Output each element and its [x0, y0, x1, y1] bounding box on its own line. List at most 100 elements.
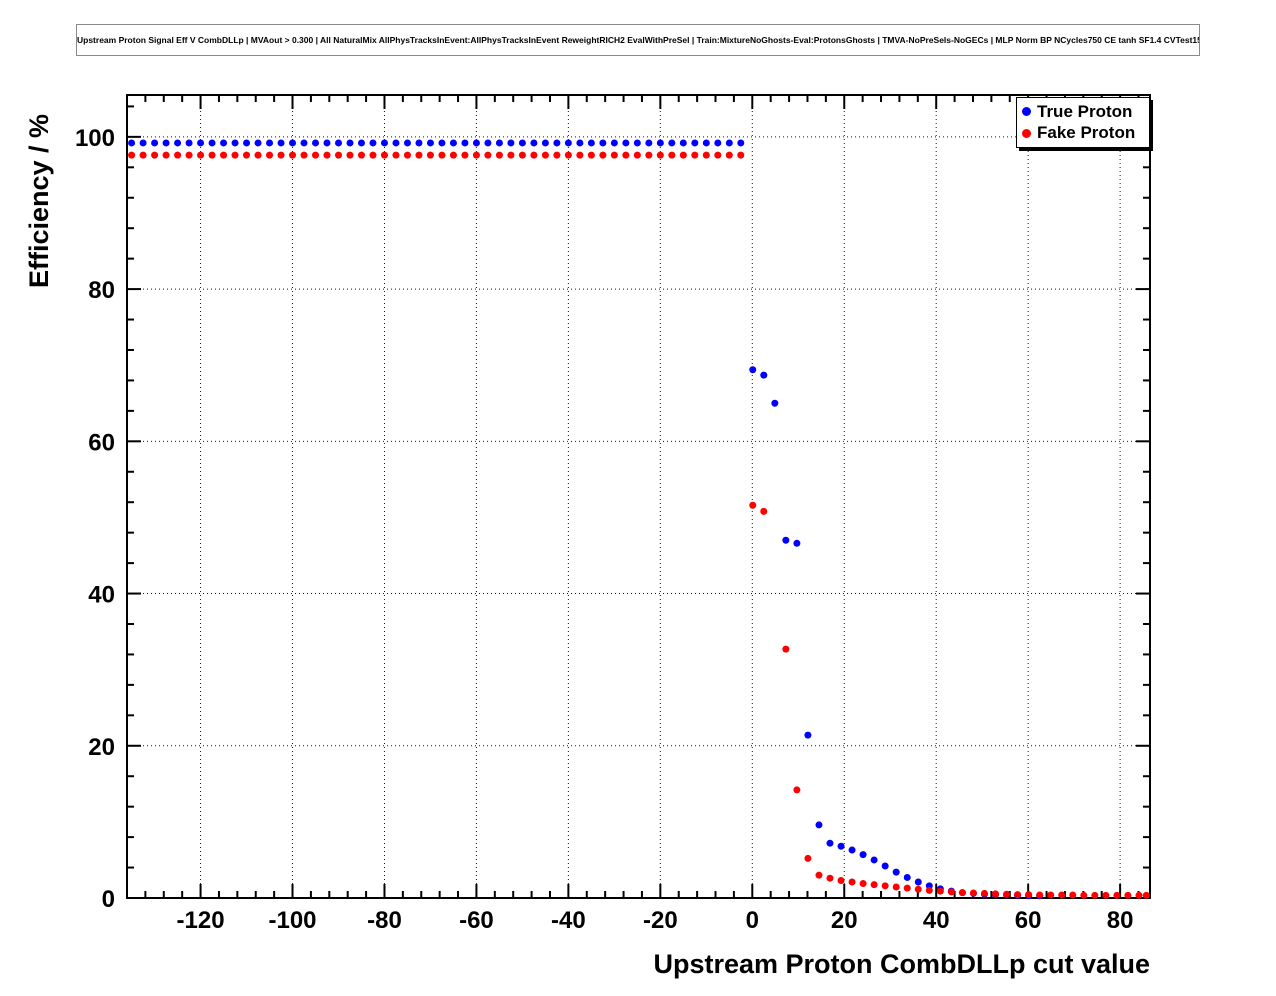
data-point-true-proton: [415, 139, 423, 147]
data-point-fake-proton: [312, 151, 320, 159]
data-point-true-proton: [749, 366, 757, 374]
data-point-fake-proton: [139, 151, 147, 159]
data-point-true-proton: [162, 139, 170, 147]
data-point-true-proton: [357, 139, 365, 147]
grid-lines: [127, 95, 1150, 898]
data-point-fake-proton: [576, 151, 584, 159]
data-point-fake-proton: [564, 151, 572, 159]
data-point-fake-proton: [1091, 891, 1099, 899]
data-point-true-proton: [815, 821, 823, 829]
data-point-fake-proton: [815, 871, 823, 879]
data-point-fake-proton: [530, 151, 538, 159]
data-point-true-proton: [461, 139, 469, 147]
data-point-fake-proton: [231, 151, 239, 159]
data-point-fake-proton: [403, 151, 411, 159]
data-point-true-proton: [679, 139, 687, 147]
data-point-true-proton: [139, 139, 147, 147]
data-point-true-proton: [599, 139, 607, 147]
data-point-true-proton: [174, 139, 182, 147]
data-point-true-proton: [837, 842, 845, 850]
data-point-true-proton: [197, 139, 205, 147]
data-point-fake-proton: [1025, 891, 1033, 899]
y-tick-label: 20: [88, 734, 115, 761]
x-tick-label: 60: [1015, 907, 1042, 934]
data-point-fake-proton: [426, 151, 434, 159]
data-point-true-proton: [914, 878, 922, 886]
data-point-true-proton: [530, 139, 538, 147]
data-point-true-proton: [668, 139, 676, 147]
data-point-true-proton: [541, 139, 549, 147]
data-point-fake-proton: [449, 151, 457, 159]
data-point-fake-proton: [1113, 891, 1121, 899]
axis-ticks: [126, 95, 1150, 899]
data-point-true-proton: [553, 139, 561, 147]
data-point-fake-proton: [859, 880, 867, 888]
data-point-true-proton: [782, 536, 790, 544]
x-tick-label: -120: [177, 907, 225, 934]
legend-label-true-proton: True Proton: [1037, 101, 1133, 121]
data-point-true-proton: [334, 139, 342, 147]
data-point-true-proton: [804, 731, 812, 739]
data-point-true-proton: [892, 868, 900, 876]
data-point-fake-proton: [220, 151, 228, 159]
y-tick-label: 60: [88, 429, 115, 456]
data-point-fake-proton: [1003, 890, 1011, 898]
data-point-fake-proton: [881, 882, 889, 890]
data-point-true-proton: [702, 139, 710, 147]
data-point-fake-proton: [725, 151, 733, 159]
data-point-fake-proton: [243, 151, 251, 159]
data-point-true-proton: [633, 139, 641, 147]
tick-labels: -120 -100 -80 -60 -40 -20 0 20 40 60 80 0 20 40 60 80 10…: [75, 125, 1134, 934]
data-point-fake-proton: [947, 888, 955, 896]
data-point-fake-proton: [980, 889, 988, 897]
data-point-fake-proton: [826, 874, 834, 882]
data-point-true-proton: [323, 139, 331, 147]
data-point-fake-proton: [289, 151, 297, 159]
data-point-fake-proton: [346, 151, 354, 159]
data-point-fake-proton: [507, 151, 515, 159]
data-point-fake-proton: [128, 151, 136, 159]
data-point-fake-proton: [1036, 891, 1044, 899]
data-point-fake-proton: [936, 887, 944, 895]
y-tick-label: 100: [75, 125, 115, 152]
data-point-true-proton: [870, 856, 878, 864]
data-point-true-proton: [220, 139, 228, 147]
fake-proton-marker-icon: [1022, 128, 1031, 138]
data-point-true-proton: [903, 873, 911, 881]
data-point-fake-proton: [958, 889, 966, 897]
data-point-true-proton: [484, 139, 492, 147]
data-point-true-proton: [254, 139, 262, 147]
x-tick-label: 0: [746, 907, 759, 934]
data-point-fake-proton: [645, 151, 653, 159]
x-tick-label: -60: [459, 907, 494, 934]
data-point-true-proton: [691, 139, 699, 147]
data-point-true-proton: [128, 139, 136, 147]
data-point-fake-proton: [870, 881, 878, 889]
x-axis-title: Upstream Proton CombDLLp cut value: [653, 949, 1150, 979]
data-point-true-proton: [760, 371, 768, 379]
data-point-fake-proton: [380, 151, 388, 159]
data-point-true-proton: [231, 139, 239, 147]
data-point-fake-proton: [668, 151, 676, 159]
data-point-true-proton: [380, 139, 388, 147]
data-point-true-proton: [610, 139, 618, 147]
data-point-true-proton: [737, 139, 745, 147]
data-point-true-proton: [449, 139, 457, 147]
data-point-fake-proton: [969, 889, 977, 897]
data-point-true-proton: [622, 139, 630, 147]
data-point-fake-proton: [691, 151, 699, 159]
data-point-true-proton: [507, 139, 515, 147]
data-point-true-proton: [587, 139, 595, 147]
data-point-fake-proton: [461, 151, 469, 159]
data-point-true-proton: [645, 139, 653, 147]
data-point-fake-proton: [1135, 891, 1143, 899]
data-point-fake-proton: [553, 151, 561, 159]
data-point-true-proton: [656, 139, 664, 147]
data-point-true-proton: [300, 139, 308, 147]
data-point-fake-proton: [208, 151, 216, 159]
data-point-fake-proton: [633, 151, 641, 159]
data-point-fake-proton: [914, 885, 922, 893]
data-point-true-proton: [185, 139, 193, 147]
data-point-true-proton: [859, 851, 867, 859]
